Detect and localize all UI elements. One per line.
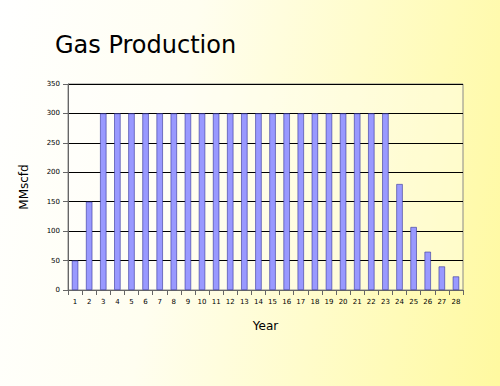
svg-text:10: 10 <box>198 298 207 306</box>
svg-text:0: 0 <box>56 286 60 294</box>
svg-text:200: 200 <box>47 168 60 176</box>
svg-text:18: 18 <box>310 298 319 306</box>
svg-text:19: 19 <box>325 298 334 306</box>
svg-text:MMscfd: MMscfd <box>17 164 31 209</box>
svg-text:24: 24 <box>395 298 404 306</box>
svg-text:50: 50 <box>51 257 60 265</box>
svg-text:300: 300 <box>47 109 60 117</box>
svg-text:4: 4 <box>115 298 120 306</box>
svg-text:27: 27 <box>437 298 446 306</box>
svg-text:20: 20 <box>339 298 348 306</box>
svg-text:12: 12 <box>226 298 235 306</box>
svg-text:14: 14 <box>254 298 263 306</box>
svg-text:1: 1 <box>73 298 77 306</box>
svg-text:8: 8 <box>172 298 176 306</box>
svg-text:5: 5 <box>129 298 133 306</box>
svg-text:2: 2 <box>87 298 91 306</box>
svg-text:3: 3 <box>101 298 105 306</box>
svg-text:350: 350 <box>47 80 60 88</box>
svg-text:Gas Production: Gas Production <box>55 31 236 59</box>
svg-text:21: 21 <box>353 298 362 306</box>
svg-text:100: 100 <box>47 227 60 235</box>
svg-text:13: 13 <box>240 298 249 306</box>
svg-text:16: 16 <box>282 298 291 306</box>
svg-text:25: 25 <box>409 298 418 306</box>
svg-text:6: 6 <box>143 298 148 306</box>
svg-text:250: 250 <box>47 139 60 147</box>
svg-text:23: 23 <box>381 298 390 306</box>
svg-text:22: 22 <box>367 298 376 306</box>
svg-text:7: 7 <box>157 298 161 306</box>
svg-text:11: 11 <box>212 298 221 306</box>
svg-text:9: 9 <box>186 298 190 306</box>
svg-text:Year: Year <box>252 319 278 333</box>
svg-text:15: 15 <box>268 298 277 306</box>
svg-text:28: 28 <box>451 298 460 306</box>
svg-text:150: 150 <box>47 198 60 206</box>
svg-text:17: 17 <box>296 298 305 306</box>
svg-text:26: 26 <box>423 298 432 306</box>
